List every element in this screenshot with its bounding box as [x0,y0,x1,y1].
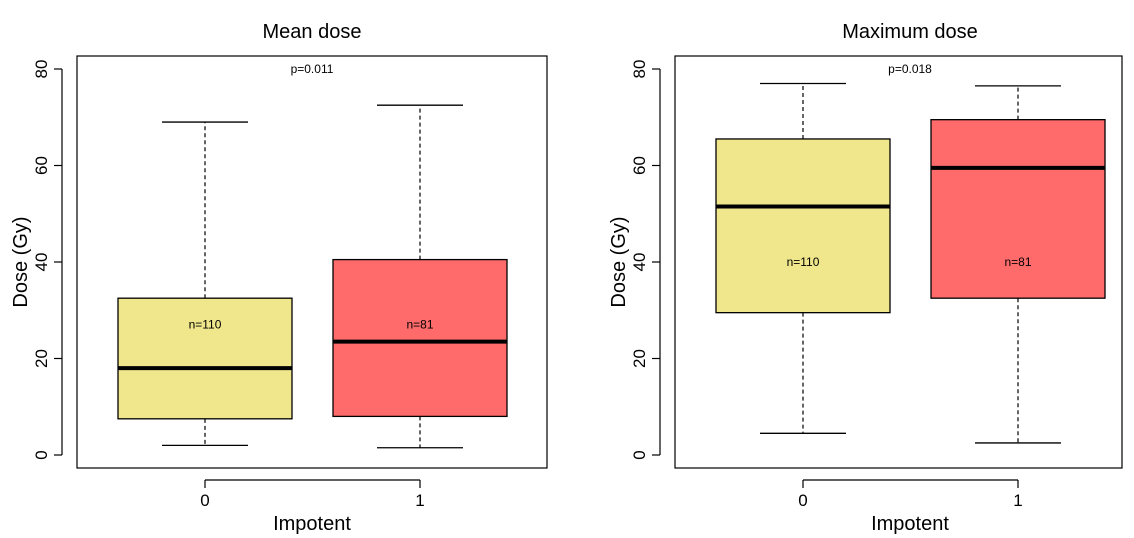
y-tick-label: 40 [630,253,649,272]
panel-title: Mean dose [263,21,362,43]
y-tick-label: 60 [32,156,51,175]
y-tick-label: 0 [630,450,649,459]
x-tick-label: 1 [1013,491,1022,510]
y-axis-label: Dose (Gy) [608,216,630,307]
iqr-box [715,138,891,314]
iqr-box [930,119,1106,299]
plot-frame [76,55,548,469]
plot-frame [674,55,1123,469]
x-axis-label: Impotent [871,513,949,535]
y-tick-label: 20 [32,349,51,368]
y-tick-label: 0 [32,450,51,459]
y-tick-label: 80 [32,60,51,79]
boxplot-0: n=110 [715,82,891,434]
y-axis: 0 20 40 60 80 [630,60,661,460]
box-series: n=110 n=81 [117,104,508,449]
iqr-box [332,258,508,418]
boxplot-1: n=81 [930,85,1106,444]
boxplot-1: n=81 [332,104,508,449]
y-tick-label: 40 [32,253,51,272]
y-tick-label: 20 [630,349,649,368]
n-count-label: n=81 [406,318,433,332]
x-tick-label: 1 [415,491,424,510]
n-count-label: n=81 [1004,255,1031,269]
p-value-annotation: p=0.011 [291,62,334,76]
n-count-label: n=110 [787,255,820,269]
n-count-label: n=110 [189,318,222,332]
p-value-annotation: p=0.018 [888,62,932,76]
y-tick-label: 60 [630,156,649,175]
x-tick-label: 0 [200,491,209,510]
y-axis-label: Dose (Gy) [10,216,32,307]
x-tick-label: 0 [798,491,807,510]
y-axis: 0 20 40 60 80 [32,60,63,460]
x-axis-label: Impotent [273,513,351,535]
panel-title: Maximum dose [842,21,978,43]
y-tick-label: 80 [630,60,649,79]
iqr-box [117,297,293,420]
boxplot-0: n=110 [117,121,293,447]
box-series: n=110 n=81 [715,82,1106,444]
